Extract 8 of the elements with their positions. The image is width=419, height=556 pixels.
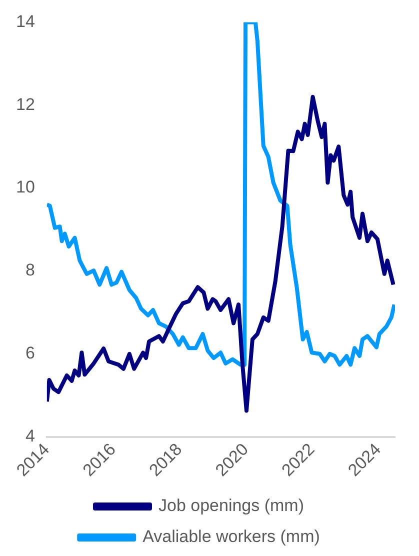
y-tick-label: 10 xyxy=(16,178,35,197)
y-tick-label: 6 xyxy=(25,344,35,363)
y-tick-label: 12 xyxy=(16,94,35,114)
y-tick-label: 4 xyxy=(25,426,35,446)
legend-label: Avaliable workers (mm) xyxy=(142,527,320,546)
legend-label: Job openings (mm) xyxy=(158,496,304,516)
y-tick-label: 14 xyxy=(16,12,35,31)
y-tick-label: 8 xyxy=(25,260,35,280)
